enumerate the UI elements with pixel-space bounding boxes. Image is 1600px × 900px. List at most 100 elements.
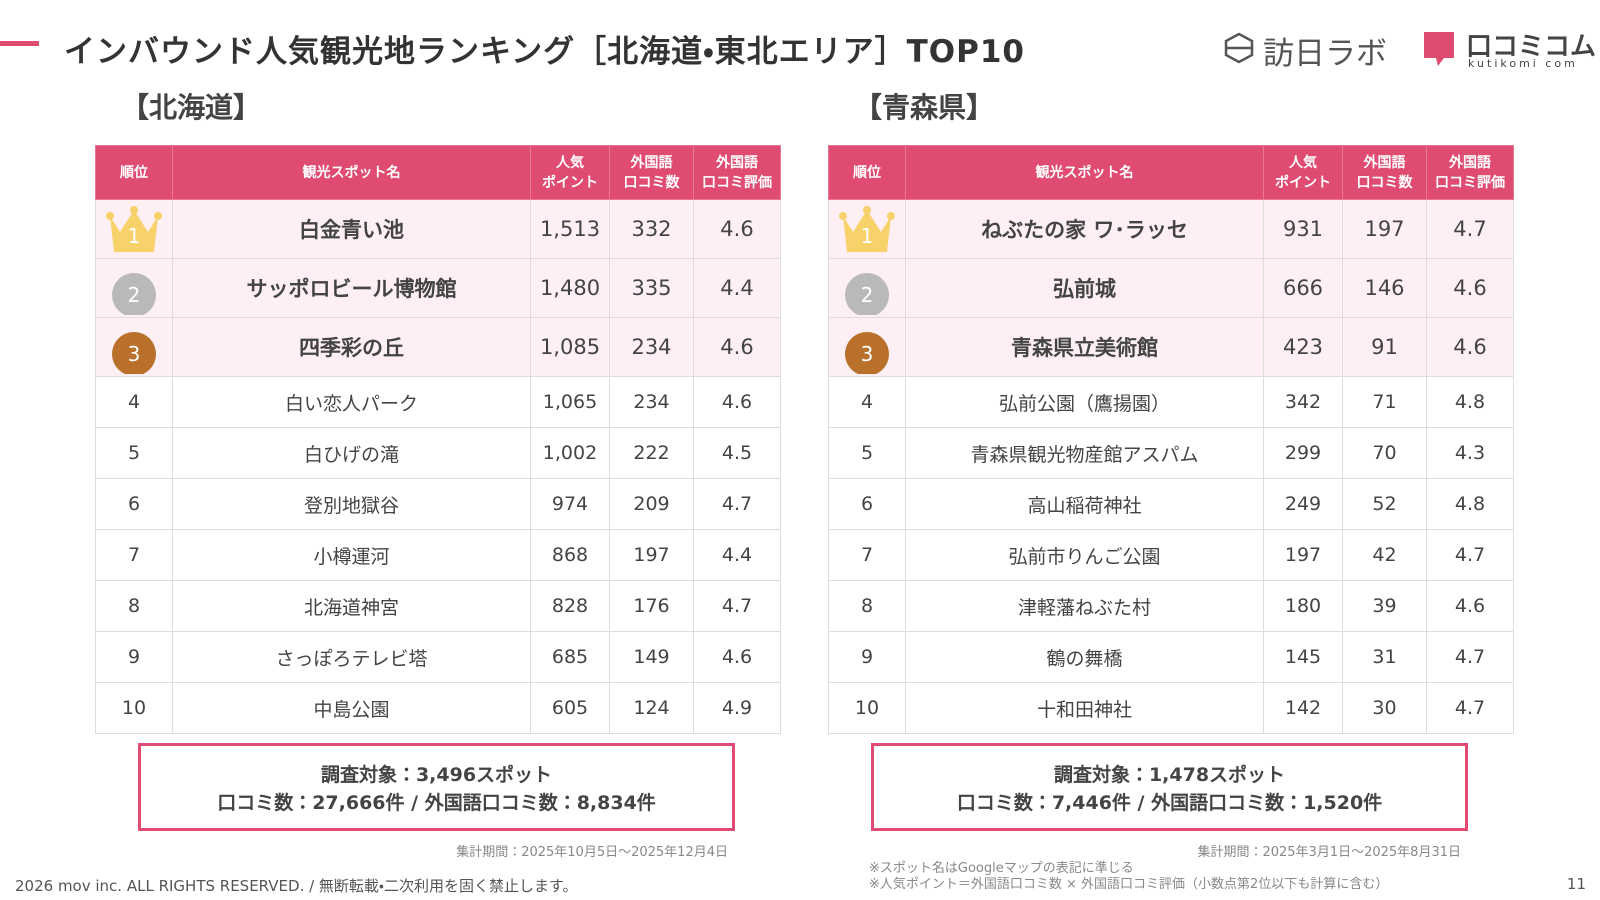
column-header: 順位 bbox=[95, 145, 173, 200]
spot-name: ねぶたの家 ワ･ラッセ bbox=[905, 199, 1264, 259]
value-cell: 931 bbox=[1263, 199, 1343, 259]
column-header: 順位 bbox=[828, 145, 906, 200]
value-cell: 234 bbox=[609, 376, 694, 428]
spot-name: 四季彩の丘 bbox=[172, 317, 531, 377]
spot-name: 白ひげの滝 bbox=[172, 427, 531, 479]
value-cell: 52 bbox=[1342, 478, 1427, 530]
value-cell: 146 bbox=[1342, 258, 1427, 318]
value-cell: 605 bbox=[530, 682, 610, 734]
value-cell: 197 bbox=[1342, 199, 1427, 259]
value-cell: 180 bbox=[1263, 580, 1343, 632]
summary-box: 調査対象：1,478スポット 口コミ数：7,446件 / 外国語口コミ数：1,52… bbox=[871, 743, 1468, 831]
value-cell: 423 bbox=[1263, 317, 1343, 377]
value-cell: 4.4 bbox=[693, 258, 781, 318]
rank-medal: 3 bbox=[104, 320, 164, 374]
spot-name: 白い恋人パーク bbox=[172, 376, 531, 428]
spot-name: 高山稲荷神社 bbox=[905, 478, 1264, 530]
value-cell: 4.6 bbox=[693, 199, 781, 259]
rank: 8 bbox=[95, 580, 173, 632]
value-cell: 4.4 bbox=[693, 529, 781, 581]
summary-box: 調査対象：3,496スポット 口コミ数：27,666件 / 外国語口コミ数：8,8… bbox=[138, 743, 735, 831]
ranking-table: 順位 観光スポット名 人気 ポイント 外国語 口コミ数 外国語 口コミ評価 1 ねぶたの家 ワ･ラ… bbox=[828, 145, 1514, 734]
rank-number: 1 bbox=[127, 224, 141, 248]
spot-name: 白金青い池 bbox=[172, 199, 531, 259]
rank: 2 bbox=[95, 258, 173, 318]
summary-line: 調査対象：1,478スポット bbox=[1053, 764, 1286, 786]
value-cell: 335 bbox=[609, 258, 694, 318]
spot-name: 弘前城 bbox=[905, 258, 1264, 318]
value-cell: 197 bbox=[1263, 529, 1343, 581]
column-header: 人気 ポイント bbox=[1263, 145, 1343, 200]
note: ※人気ポイント＝外国語口コミ数 × 外国語口コミ評価（小数点第2位以下も計算に含… bbox=[869, 877, 1389, 892]
header-row: 順位 観光スポット名 人気 ポイント 外国語 口コミ数 外国語 口コミ評価 bbox=[828, 145, 1514, 200]
spot-name: 青森県立美術館 bbox=[905, 317, 1264, 377]
column-header: 観光スポット名 bbox=[172, 145, 531, 200]
table-row: 4 白い恋人パーク 1,065 234 4.6 bbox=[95, 376, 781, 428]
value-cell: 299 bbox=[1263, 427, 1343, 479]
value-cell: 1,513 bbox=[530, 199, 610, 259]
spot-name: 中島公園 bbox=[172, 682, 531, 734]
value-cell: 234 bbox=[609, 317, 694, 377]
value-cell: 4.6 bbox=[693, 376, 781, 428]
value-cell: 685 bbox=[530, 631, 610, 683]
rank: 2 bbox=[828, 258, 906, 318]
rank: 7 bbox=[95, 529, 173, 581]
column-header: 外国語 口コミ評価 bbox=[693, 145, 781, 200]
section-heading: 【北海道】 bbox=[121, 91, 262, 124]
period: 集計期間：2025年3月1日〜2025年8月31日 bbox=[1197, 845, 1461, 860]
rank: 1 bbox=[828, 199, 906, 259]
rank: 8 bbox=[828, 580, 906, 632]
page-number: 11 bbox=[1566, 875, 1586, 893]
accent-bar bbox=[0, 41, 39, 46]
spot-name: 弘前公園（鷹揚園） bbox=[905, 376, 1264, 428]
medal-icon bbox=[839, 206, 895, 252]
table-row: 1 ねぶたの家 ワ･ラッセ 931 197 4.7 bbox=[828, 199, 1514, 259]
spot-name: 弘前市りんご公園 bbox=[905, 529, 1264, 581]
column-header: 外国語 口コミ評価 bbox=[1426, 145, 1514, 200]
value-cell: 70 bbox=[1342, 427, 1427, 479]
value-cell: 974 bbox=[530, 478, 610, 530]
value-cell: 71 bbox=[1342, 376, 1427, 428]
value-cell: 4.8 bbox=[1426, 376, 1514, 428]
spot-name: 青森県観光物産館アスパム bbox=[905, 427, 1264, 479]
header-line: 外国語 bbox=[716, 154, 758, 171]
logo-icon bbox=[1424, 32, 1454, 66]
table-row: 6 高山稲荷神社 249 52 4.8 bbox=[828, 478, 1514, 530]
value-cell: 4.9 bbox=[693, 682, 781, 734]
value-cell: 30 bbox=[1342, 682, 1427, 734]
slide-title: インバウンド人気観光地ランキング［北海道・東北エリア］TOP10 bbox=[64, 34, 1025, 70]
medal-icon bbox=[845, 273, 889, 315]
spot-name: 小樽運河 bbox=[172, 529, 531, 581]
value-cell: 4.6 bbox=[1426, 580, 1514, 632]
table-row: 10 中島公園 605 124 4.9 bbox=[95, 682, 781, 734]
value-cell: 4.6 bbox=[1426, 317, 1514, 377]
value-cell: 666 bbox=[1263, 258, 1343, 318]
value-cell: 4.3 bbox=[1426, 427, 1514, 479]
value-cell: 1,085 bbox=[530, 317, 610, 377]
value-cell: 31 bbox=[1342, 631, 1427, 683]
table-row: 2 弘前城 666 146 4.6 bbox=[828, 258, 1514, 318]
value-cell: 4.6 bbox=[1426, 258, 1514, 318]
spot-name: サッポロビール博物館 bbox=[172, 258, 531, 318]
rank-medal: 1 bbox=[837, 202, 897, 256]
value-cell: 209 bbox=[609, 478, 694, 530]
logo-subtext: kutikomi com bbox=[1468, 57, 1578, 70]
value-cell: 249 bbox=[1263, 478, 1343, 530]
table-row: 3 青森県立美術館 423 91 4.6 bbox=[828, 317, 1514, 377]
rank: 9 bbox=[95, 631, 173, 683]
value-cell: 828 bbox=[530, 580, 610, 632]
rank: 5 bbox=[828, 427, 906, 479]
table-row: 2 サッポロビール博物館 1,480 335 4.4 bbox=[95, 258, 781, 318]
spot-name: 鶴の舞橋 bbox=[905, 631, 1264, 683]
table-row: 10 十和田神社 142 30 4.7 bbox=[828, 682, 1514, 734]
column-header: 観光スポット名 bbox=[905, 145, 1264, 200]
spot-name: 津軽藩ねぶた村 bbox=[905, 580, 1264, 632]
header-row: 順位 観光スポット名 人気 ポイント 外国語 口コミ数 外国語 口コミ評価 bbox=[95, 145, 781, 200]
header-line: ポイント bbox=[542, 174, 598, 191]
header-line: 口コミ数 bbox=[623, 174, 680, 191]
header-line: 順位 bbox=[853, 164, 881, 181]
rank-medal: 1 bbox=[104, 202, 164, 256]
value-cell: 868 bbox=[530, 529, 610, 581]
medal-icon bbox=[106, 206, 162, 252]
